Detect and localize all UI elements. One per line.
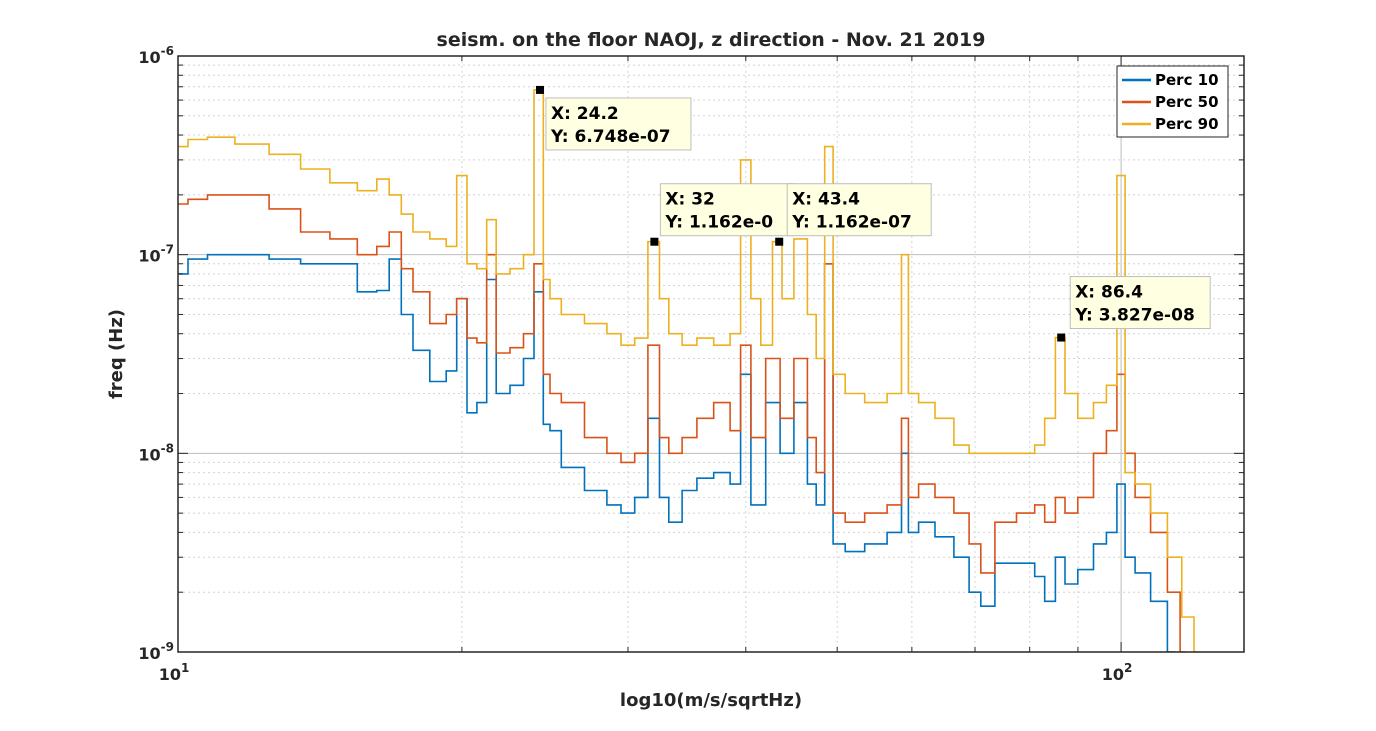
- chart-title: seism. on the floor NAOJ, z direction - …: [437, 29, 986, 51]
- series-line-perc-10: [178, 253, 1175, 652]
- legend-label: Perc 10: [1155, 71, 1219, 89]
- datatip-box: [545, 97, 692, 151]
- datatip-y-label: Y: 3.827e-08: [1074, 306, 1195, 326]
- tick-labels: 101 102 10-9 10-8 10-7 10-6: [138, 44, 1132, 684]
- x-tick-label: 101: [159, 661, 190, 684]
- y-tick-label: 10-9: [138, 640, 174, 663]
- datatip-x-label: X: 86.4: [1075, 283, 1143, 303]
- y-tick-label: 10-6: [138, 44, 174, 67]
- major-grid: [178, 56, 1244, 652]
- x-tick-label: 102: [1102, 661, 1133, 684]
- datatip-marker: [650, 237, 659, 246]
- series-lines: [178, 89, 1200, 652]
- datatip-marker: [775, 237, 784, 246]
- datatip-y-label: Y: 1.162e-0: [664, 213, 773, 233]
- datatip-y-label: Y: 1.162e-07: [791, 213, 912, 233]
- y-axis-label: freq (Hz): [106, 309, 127, 399]
- legend: Perc 10 Perc 50 Perc 90: [1116, 65, 1229, 138]
- datatips: X: 24.2 Y: 6.748e-07 X: 32 Y: 1.162e-0 X: 43…: [535, 85, 1211, 342]
- minor-grid: [178, 56, 1244, 652]
- datatip-x-label: X: 24.2: [551, 104, 619, 124]
- axes-box: [177, 55, 1245, 653]
- datatip-y-label: Y: 6.748e-07: [550, 127, 671, 147]
- datatip-marker: [535, 85, 544, 94]
- series-line-perc-90: [178, 89, 1200, 652]
- y-tick-label: 10-8: [138, 441, 174, 464]
- legend-label: Perc 50: [1155, 93, 1219, 111]
- legend-label: Perc 90: [1155, 115, 1219, 133]
- datatip-x-label: X: 43.4: [792, 190, 860, 210]
- datatip-box: [659, 183, 794, 237]
- datatip-marker: [1057, 333, 1066, 342]
- series-line-perc-50: [178, 194, 1186, 652]
- y-tick-label: 10-7: [138, 243, 174, 266]
- x-axis-label: log10(m/s/sqrtHz): [620, 690, 802, 711]
- datatip-box: [1069, 276, 1211, 330]
- tick-marks: [177, 55, 1244, 653]
- datatip-x-label: X: 32: [665, 190, 714, 210]
- datatip-box: [786, 183, 932, 237]
